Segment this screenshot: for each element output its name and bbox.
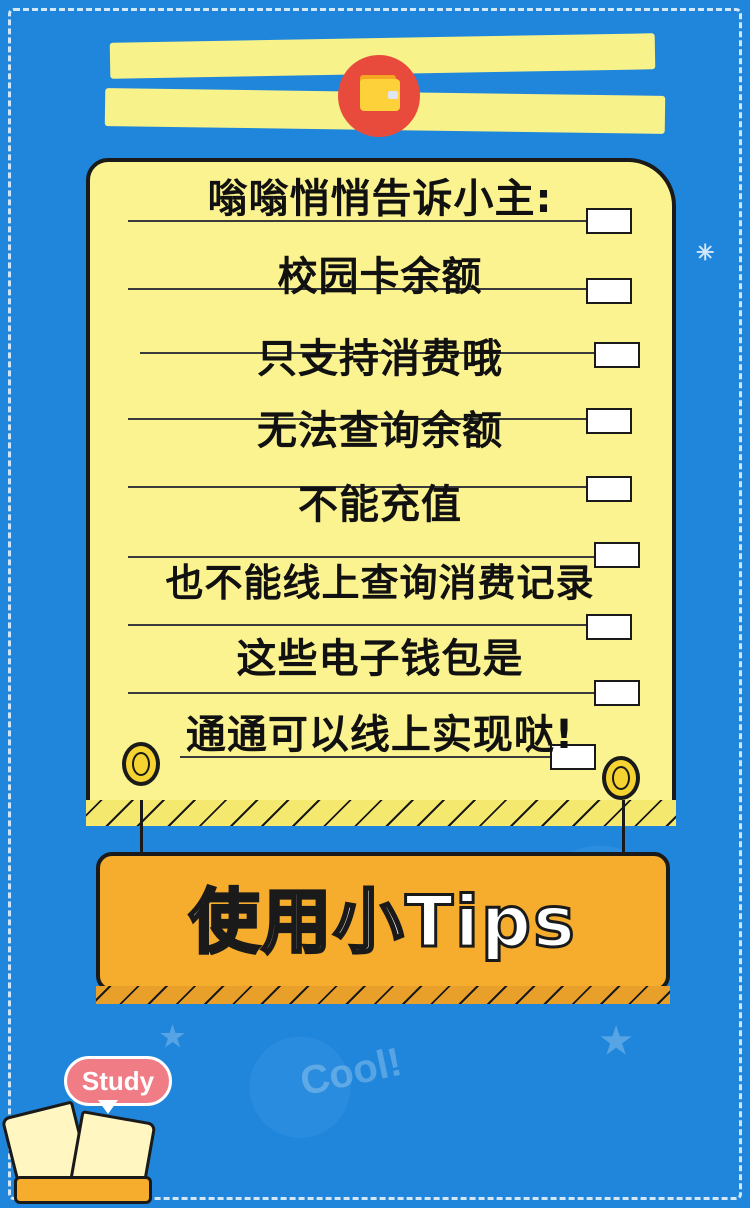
ruled-line [128,692,598,694]
wallet-clasp [388,91,398,99]
ruled-line [140,352,610,354]
note-line-3: 只支持消费哦 [257,336,503,382]
sparkle-icon: ✳ [696,240,715,265]
note-line-5: 不能充值 [298,482,462,528]
dashed-border [8,8,742,1200]
paper-tab [594,680,640,706]
paper-tab [594,542,640,568]
coin-icon [602,756,640,800]
hanging-string [140,800,143,880]
ruled-line [128,486,598,488]
note-line-8: 通通可以线上实现哒! [185,712,575,758]
paper-tab [550,744,596,770]
ruled-line [128,556,598,558]
open-book-icon [0,1098,157,1208]
tips-banner-title: 使用小Tips [188,880,577,965]
ruled-line [128,418,598,420]
ruled-line [128,288,598,290]
coin-icon [122,742,160,786]
note-paper [86,158,676,818]
note-line-4: 无法查询余额 [257,408,503,454]
paper-tab [586,408,632,434]
note-line-7: 这些电子钱包是 [236,636,524,682]
tips-banner-edge [96,986,670,1004]
book-cover [14,1176,152,1204]
ruled-line [180,756,580,758]
note-paper-edge [86,800,676,826]
note-line-6: 也不能线上查询消费记录 [165,561,595,605]
wallet-icon [338,55,420,137]
paper-tab [586,476,632,502]
study-badge-tail [98,1100,118,1114]
note-line-2: 校园卡余额 [277,254,483,300]
star-icon: ★ [600,1020,633,1061]
paper-tab [586,278,632,304]
paper-tab [586,208,632,234]
paper-tab [594,342,640,368]
star-icon: ★ [160,1021,186,1052]
hanging-string [622,800,625,880]
tips-banner [96,852,670,992]
paper-tab [586,614,632,640]
ruled-line [128,220,598,222]
ruled-line [128,624,598,626]
study-badge: Study [64,1056,172,1106]
note-line-1: 嗡嗡悄悄告诉小主: [207,176,553,222]
